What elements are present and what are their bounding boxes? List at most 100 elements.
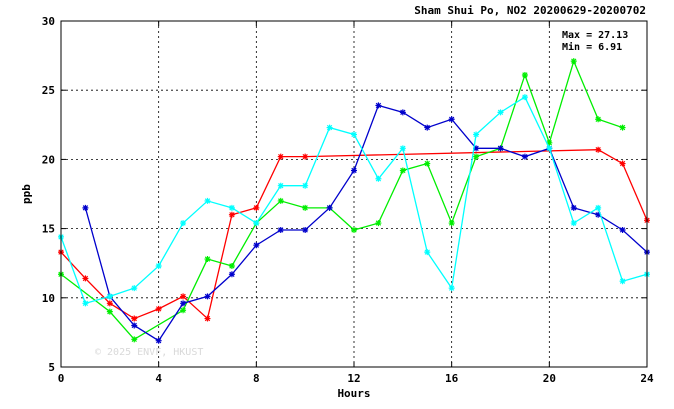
data-point [82, 300, 89, 307]
data-point [204, 197, 211, 204]
data-point [253, 242, 260, 249]
data-point [228, 262, 235, 269]
watermark: © 2025 ENVF, HKUST [95, 347, 203, 358]
data-point [253, 220, 260, 227]
data-point [595, 146, 602, 153]
series-line [84, 104, 648, 342]
data-point [448, 220, 455, 227]
data-point [619, 278, 626, 285]
data-point [131, 322, 138, 329]
data-point [302, 182, 309, 189]
data-point [155, 305, 162, 312]
data-point [595, 211, 602, 218]
data-point [204, 256, 211, 263]
data-point [155, 262, 162, 269]
data-point [619, 226, 626, 233]
data-point [570, 58, 577, 65]
data-point [82, 204, 89, 211]
data-point [351, 226, 357, 233]
data-point [82, 275, 89, 282]
data-point [497, 109, 504, 116]
data-point [131, 285, 138, 292]
data-point [326, 124, 333, 131]
data-point [277, 153, 284, 160]
data-point [521, 153, 528, 160]
series-layer [58, 58, 650, 344]
data-point [302, 153, 309, 160]
data-point [399, 109, 406, 116]
data-point [302, 204, 309, 211]
data-point [277, 197, 284, 204]
data-point [155, 337, 162, 344]
x-tick-label: 8 [253, 372, 260, 385]
data-point [204, 293, 211, 300]
x-axis-label: Hours [337, 387, 370, 400]
data-point [546, 139, 553, 146]
y-tick-label: 20 [42, 153, 55, 166]
data-point [570, 220, 577, 227]
data-point [375, 175, 382, 182]
data-point [570, 204, 577, 211]
data-point [375, 220, 382, 227]
data-point [204, 315, 211, 322]
data-point [131, 315, 138, 322]
y-tick-label: 15 [42, 223, 55, 236]
series-1 [58, 58, 626, 343]
data-point [351, 167, 357, 174]
series-line [60, 59, 623, 341]
data-point [351, 131, 357, 138]
y-tick-label: 30 [42, 15, 55, 28]
data-point [448, 285, 455, 292]
series-3 [58, 94, 650, 307]
data-point [326, 204, 333, 211]
data-point [595, 116, 602, 123]
x-tick-label: 12 [347, 372, 360, 385]
data-point [619, 160, 626, 167]
data-point [375, 102, 382, 109]
min-label: Min = 6.91 [562, 41, 622, 53]
grid-layer [61, 21, 647, 367]
max-label: Max = 27.13 [562, 30, 628, 41]
data-point [228, 211, 235, 218]
y-tick-label: 10 [42, 292, 55, 305]
series-2 [82, 102, 650, 344]
data-point [497, 145, 504, 152]
x-tick-label: 4 [155, 372, 162, 385]
y-tick-label: 25 [42, 84, 55, 97]
data-point [521, 94, 528, 101]
data-point [302, 226, 309, 233]
data-point [277, 226, 284, 233]
data-point [180, 307, 187, 314]
data-point [424, 160, 431, 167]
data-point [521, 71, 528, 78]
data-point [180, 220, 187, 227]
data-point [180, 300, 187, 307]
data-point [228, 271, 235, 278]
data-point [619, 124, 626, 131]
data-point [106, 293, 113, 300]
x-tick-label: 20 [543, 372, 556, 385]
data-point [106, 308, 113, 315]
data-point [473, 153, 480, 160]
data-point [424, 249, 431, 256]
data-point [473, 131, 480, 138]
data-point [424, 124, 431, 131]
x-tick-label: 24 [640, 372, 654, 385]
series-line [60, 149, 648, 320]
data-point [277, 182, 284, 189]
data-point [399, 167, 406, 174]
data-point [595, 204, 602, 211]
data-point [131, 336, 138, 343]
y-tick-label: 5 [48, 361, 55, 374]
data-point [228, 204, 235, 211]
data-point [546, 145, 553, 152]
data-point [473, 145, 480, 152]
data-point [253, 204, 260, 211]
data-point [180, 293, 187, 300]
data-point [106, 300, 113, 307]
x-tick-label: 0 [58, 372, 65, 385]
y-axis-label: ppb [20, 184, 33, 204]
chart-title: Sham Shui Po, NO2 20200629-20200702 [414, 4, 646, 17]
data-point [399, 145, 406, 152]
